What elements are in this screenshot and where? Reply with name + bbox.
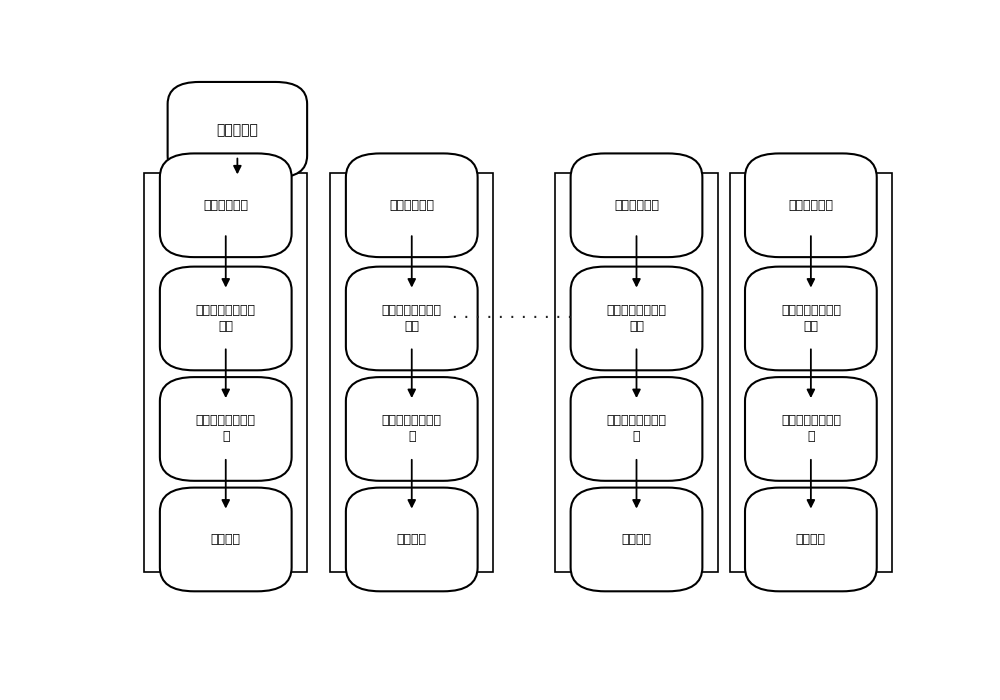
FancyBboxPatch shape [346,267,478,370]
Text: 客户端主机: 客户端主机 [216,122,258,136]
Text: 通信模块: 通信模块 [796,533,826,546]
Text: 存储控制器 n: 存储控制器 n [773,155,826,167]
Text: · · · · · · · · · · ·: · · · · · · · · · · · [452,309,573,328]
Text: 磁盘缓存资源管理
模块: 磁盘缓存资源管理 模块 [382,304,442,333]
FancyBboxPatch shape [346,377,478,481]
Bar [144,173,307,572]
Text: 跨控制器写镖像模
块: 跨控制器写镖像模 块 [606,414,666,444]
Text: 消息处理模块: 消息处理模块 [203,199,248,212]
FancyBboxPatch shape [346,488,478,592]
Text: 消息处理模块: 消息处理模块 [788,199,833,212]
Text: 跨控制器写镖像模
块: 跨控制器写镖像模 块 [781,414,841,444]
Bar [555,173,718,572]
FancyBboxPatch shape [571,267,702,370]
Text: 通信模块: 通信模块 [622,533,652,546]
Text: 磁盘缓存资源管理
模块: 磁盘缓存资源管理 模块 [606,304,666,333]
FancyBboxPatch shape [160,377,292,481]
Text: 存储控制器2: 存储控制器2 [384,155,432,167]
Text: 磁盘缓存资源管理
模块: 磁盘缓存资源管理 模块 [781,304,841,333]
FancyBboxPatch shape [346,153,478,257]
FancyBboxPatch shape [745,488,877,592]
FancyBboxPatch shape [160,153,292,257]
Text: 通信模块: 通信模块 [397,533,427,546]
FancyBboxPatch shape [745,267,877,370]
Text: 通信模块: 通信模块 [211,533,241,546]
FancyBboxPatch shape [571,377,702,481]
Text: 跨控制器写镖像模
块: 跨控制器写镖像模 块 [196,414,256,444]
Text: 磁盘缓存资源管理
模块: 磁盘缓存资源管理 模块 [196,304,256,333]
FancyBboxPatch shape [160,488,292,592]
Text: 存储控制器 n-1: 存储控制器 n-1 [592,155,658,167]
Text: 跨控制器写镖像模
块: 跨控制器写镖像模 块 [382,414,442,444]
FancyBboxPatch shape [160,267,292,370]
FancyBboxPatch shape [745,153,877,257]
Text: 消息处理模块: 消息处理模块 [614,199,659,212]
Bar [330,173,493,572]
FancyBboxPatch shape [745,377,877,481]
Text: 存储控制器1: 存储控制器1 [170,155,219,167]
Bar [730,173,892,572]
FancyBboxPatch shape [571,153,702,257]
Text: 消息处理模块: 消息处理模块 [389,199,434,212]
FancyBboxPatch shape [168,82,307,178]
FancyBboxPatch shape [571,488,702,592]
